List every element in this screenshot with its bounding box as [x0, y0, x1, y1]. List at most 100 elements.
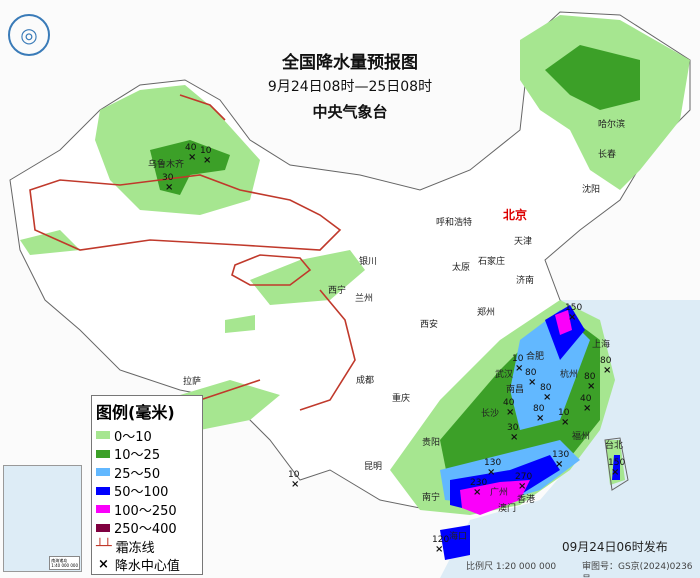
legend-swatch — [96, 486, 110, 495]
rain-center-value: 10 — [558, 408, 570, 418]
map-scale: 比例尺 1:20 000 000 — [466, 562, 557, 572]
rain-center-value: 80 — [533, 404, 545, 414]
city-label: 西安 — [420, 320, 439, 330]
city-label: 郑州 — [477, 308, 496, 318]
city-label: 长春 — [598, 150, 617, 160]
legend-swatch — [96, 449, 110, 458]
legend-label: 25～50 — [114, 466, 161, 482]
issue-time: 09月24日06时发布 — [562, 540, 668, 554]
rain-center-value: 80 — [525, 368, 537, 378]
rain-center-value: 10 — [200, 146, 212, 156]
legend-label: 10～25 — [114, 448, 161, 464]
legend-item: 50～100 — [92, 482, 202, 501]
x-mark-icon: × — [587, 381, 596, 392]
forecast-period: 9月24日08时—25日08时 — [267, 79, 433, 95]
city-label: 南昌 — [506, 385, 525, 395]
rain-center-value: 40 — [580, 394, 592, 404]
rain-center-value: 150 — [565, 303, 583, 313]
rain-center-value: 30 — [507, 423, 519, 433]
city-label: 长沙 — [481, 409, 500, 419]
rain-center-value: 30 — [162, 173, 174, 183]
x-mark-icon: × — [543, 392, 552, 403]
city-label: 兰州 — [355, 294, 374, 304]
city-label: 哈尔滨 — [598, 120, 626, 130]
legend-label: 250～400 — [114, 522, 177, 538]
x-mark-icon: × — [98, 557, 109, 573]
rain-area-dark-green — [545, 45, 640, 110]
legend-swatch — [96, 523, 110, 532]
x-mark-icon: × — [435, 544, 444, 555]
rain-center-value: 130 — [552, 450, 570, 460]
x-mark-icon: × — [536, 413, 545, 424]
frost-line — [29, 174, 342, 251]
legend-item: 0～10 — [92, 426, 202, 445]
rain-center-value: 270 — [515, 472, 533, 482]
legend-label: 50～100 — [114, 485, 169, 501]
city-label: 南宁 — [422, 493, 441, 503]
taiwan — [604, 437, 629, 491]
city-label: 福州 — [572, 432, 591, 442]
legend: 图例(毫米) 0～10 10～25 25～50 50～100 100～250 250～40… — [91, 395, 203, 575]
city-label: 呼和浩特 — [436, 218, 473, 228]
city-label: 重庆 — [392, 394, 411, 404]
city-label: 贵阳 — [422, 438, 441, 448]
x-mark-icon: × — [515, 363, 524, 374]
legend-label: 100～250 — [114, 503, 177, 519]
x-mark-icon: × — [203, 155, 212, 166]
legend-swatch — [96, 468, 110, 477]
city-label: 西宁 — [328, 286, 347, 296]
legend-title: 图例(毫米) — [96, 403, 175, 422]
agency-name: 中央气象台 — [312, 103, 388, 121]
x-mark-icon: × — [188, 152, 197, 163]
rain-center-value: 150 — [608, 458, 626, 468]
city-label: 海口 — [449, 532, 468, 542]
rain-center-value: 230 — [470, 478, 488, 488]
approval-number: 审图号：GS京(2024)0236号 — [582, 562, 693, 578]
city-label: 广州 — [490, 488, 509, 498]
x-mark-icon: × — [603, 365, 612, 376]
legend-swatch — [96, 505, 110, 514]
city-label: 杭州 — [560, 370, 579, 380]
city-label: 太原 — [452, 263, 471, 273]
rain-center-value: 40 — [185, 143, 197, 153]
legend-frost-line: ┴┴ 霜冻线 — [96, 538, 155, 556]
rain-center-value: 80 — [584, 372, 596, 382]
cma-logo: ◎ — [8, 14, 50, 56]
legend-item: 25～50 — [92, 463, 202, 482]
city-label: 澳门 — [498, 504, 517, 514]
city-label: 台北 — [605, 441, 624, 451]
x-mark-icon: × — [528, 377, 537, 388]
city-label: 拉萨 — [183, 377, 202, 387]
city-label: 成都 — [356, 376, 375, 386]
city-label: 香港 — [517, 495, 536, 505]
city-label: 武汉 — [495, 370, 514, 380]
x-mark-icon: × — [473, 487, 482, 498]
city-label: 沈阳 — [582, 185, 601, 195]
rain-center-value: 80 — [540, 383, 552, 393]
x-mark-icon: × — [561, 417, 570, 428]
frost-line-icon: ┴┴ — [96, 538, 112, 554]
x-mark-icon: × — [510, 432, 519, 443]
city-label: 天津 — [514, 237, 533, 247]
rain-center-value: 10 — [288, 470, 300, 480]
x-mark-icon: × — [518, 481, 527, 492]
x-mark-icon: × — [487, 467, 496, 478]
legend-rain-center: × 降水中心值 — [98, 557, 180, 575]
city-label: 昆明 — [364, 462, 383, 472]
sea — [440, 300, 700, 578]
x-mark-icon: × — [555, 459, 564, 470]
south-china-sea-inset: 南海诸岛 1:40 000 000 — [3, 465, 82, 572]
rain-center-value: 40 — [503, 398, 515, 408]
map-title: 全国降水量预报图 — [282, 53, 418, 73]
inset-caption: 南海诸岛 1:40 000 000 — [49, 556, 80, 570]
rain-center-value: 120 — [432, 535, 450, 545]
city-label: 合肥 — [526, 352, 545, 362]
rain-center-value: 130 — [484, 458, 502, 468]
x-mark-icon: × — [506, 407, 515, 418]
legend-swatch — [96, 431, 110, 440]
city-label: 石家庄 — [478, 257, 506, 267]
legend-label: 0～10 — [114, 429, 152, 445]
x-mark-icon: × — [165, 182, 174, 193]
